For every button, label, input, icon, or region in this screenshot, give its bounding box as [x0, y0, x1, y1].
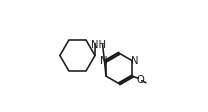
- Text: N: N: [100, 55, 107, 65]
- Text: O: O: [136, 75, 144, 85]
- Text: N: N: [131, 55, 139, 65]
- Text: NH: NH: [91, 40, 106, 50]
